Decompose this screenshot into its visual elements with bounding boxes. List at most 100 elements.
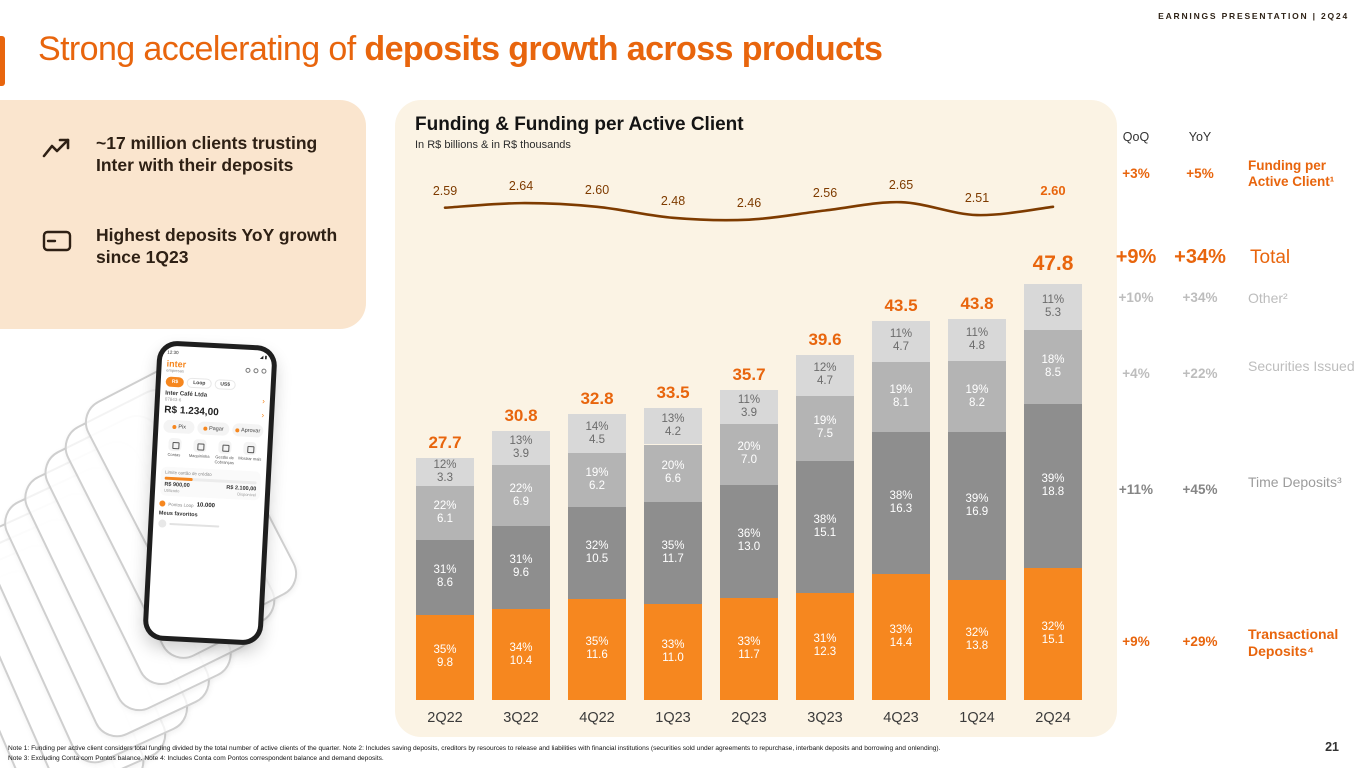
bar-segment-time-deposits: 35% 11.7 xyxy=(644,502,702,605)
credit-progress-fill xyxy=(164,476,193,482)
phone-mockup: 12:30 ◢ ▮ inter empresas R$ xyxy=(0,315,400,768)
signal-battery-icons: ◢ ▮ xyxy=(259,354,268,360)
chevron-right-icon: › xyxy=(261,396,266,406)
bar-segment-transactional-deposits: 33% 11.0 xyxy=(644,604,702,700)
eye-icon xyxy=(245,367,251,373)
bar-total-label: 47.8 xyxy=(1032,252,1074,276)
more-icon xyxy=(243,441,258,456)
metric-label: Other² xyxy=(1248,290,1288,306)
metric-label: Funding per Active Client¹ xyxy=(1248,158,1335,190)
bar-segment-time-deposits: 39% 18.8 xyxy=(1024,404,1082,569)
credit-available-label: Disponível xyxy=(237,491,257,498)
metric-label: Time Deposits³ xyxy=(1248,474,1342,490)
metric-label: Securities Issued xyxy=(1248,358,1355,374)
x-axis-label: 4Q22 xyxy=(579,710,615,726)
x-axis-label: 2Q22 xyxy=(427,710,463,726)
line-point-label: 2.59 xyxy=(432,183,458,198)
title-bold: deposits growth across products xyxy=(364,30,883,68)
metric-qoq-value: +9% xyxy=(1115,246,1157,268)
highlight-text: ~17 million clients trusting Inter with … xyxy=(96,133,318,176)
loyalty-points-row: Pontos Loop 10.000 xyxy=(159,500,259,512)
metric-row-mid: +11% +45% Time Deposits³ xyxy=(1106,474,1365,497)
inter-logo: inter empresas xyxy=(166,358,186,373)
bar-total-label: 32.8 xyxy=(580,388,614,408)
bar-total-label: 43.5 xyxy=(884,295,918,315)
x-axis-label: 3Q23 xyxy=(807,710,843,726)
bar-segment-transactional-deposits: 32% 15.1 xyxy=(1024,568,1082,700)
bar-segment-securities-issued: 19% 8.2 xyxy=(948,360,1006,433)
metric-row-light: +4% +22% Securities Issued xyxy=(1106,358,1365,381)
bar-total-label: 39.6 xyxy=(808,329,842,349)
shortcut-maquininha: Maquininha xyxy=(187,439,212,464)
chart-title: Funding & Funding per Active Client xyxy=(415,114,744,135)
bar-segment-time-deposits: 38% 15.1 xyxy=(796,461,854,593)
bar-segment-other: 13% 3.9 xyxy=(492,431,550,466)
currency-tab-rs: R$ xyxy=(165,376,185,388)
metric-yoy-value: +22% xyxy=(1182,366,1218,381)
bar-segment-other: 12% 3.3 xyxy=(416,457,474,487)
inter-logo-sub: empresas xyxy=(166,367,185,373)
x-axis-label: 3Q22 xyxy=(503,710,539,726)
line-point-label: 2.60 xyxy=(584,182,610,197)
search-icon xyxy=(253,367,259,373)
metric-row-orange: +9% +29% Transactional Deposits⁴ xyxy=(1106,626,1365,660)
bar-segment-transactional-deposits: 31% 12.3 xyxy=(796,592,854,700)
shortcut-grid: Contas Maquininha Gestão de Cobranças Mo… xyxy=(162,437,263,466)
phone-screen: 12:30 ◢ ▮ inter empresas R$ xyxy=(147,345,273,641)
bar-total-label: 43.8 xyxy=(960,293,994,313)
trend-up-icon xyxy=(42,138,70,158)
bar-segment-other: 11% 4.7 xyxy=(872,320,930,362)
metric-yoy-value: +5% xyxy=(1186,166,1214,181)
bar-segment-other: 11% 5.3 xyxy=(1024,284,1082,331)
shortcut-cobrancas: Gestão de Cobranças xyxy=(212,440,237,465)
bar-segment-securities-issued: 19% 6.2 xyxy=(568,453,626,508)
line-point-label: 2.56 xyxy=(812,186,838,201)
shortcut-mostrar-mais: Mostrar mais xyxy=(237,441,262,466)
page-number: 21 xyxy=(1325,740,1339,754)
shortcut-contas: Contas xyxy=(162,437,187,462)
bar-segment-securities-issued: 22% 6.1 xyxy=(416,486,474,540)
bar-segment-transactional-deposits: 35% 11.6 xyxy=(568,598,626,700)
metric-qoq-value: +9% xyxy=(1122,634,1150,649)
pix-button: Pix xyxy=(163,419,196,435)
bar-segment-securities-issued: 20% 6.6 xyxy=(644,444,702,503)
footnote-line-1: Note 1: Funding per active client consid… xyxy=(8,745,941,752)
bar-segment-securities-issued: 19% 7.5 xyxy=(796,395,854,462)
line-point-label: 2.65 xyxy=(888,178,914,193)
line-point-label: 2.46 xyxy=(736,195,762,210)
page-title: Strong accelerating of deposits growth a… xyxy=(38,30,883,69)
line-point-label: 2.60 xyxy=(1040,182,1066,198)
bar-segment-other: 12% 4.7 xyxy=(796,354,854,396)
loop-coin-icon xyxy=(159,500,166,507)
line-point-label: 2.48 xyxy=(660,193,686,208)
title-accent-bar xyxy=(0,36,5,86)
accounts-icon xyxy=(167,437,182,452)
billing-icon xyxy=(218,440,232,455)
highlights-panel: ~17 million clients trusting Inter with … xyxy=(0,100,366,329)
column-header-yoy: YoY xyxy=(1188,130,1212,144)
metric-yoy-value: +45% xyxy=(1182,482,1218,497)
bar-segment-time-deposits: 38% 16.3 xyxy=(872,432,930,575)
x-axis-label: 1Q23 xyxy=(655,710,691,726)
metric-row-light: +10% +34% Other² xyxy=(1106,290,1365,307)
bar-segment-transactional-deposits: 33% 11.7 xyxy=(720,597,778,700)
title-regular: Strong accelerating of xyxy=(38,30,365,68)
bar-segment-other: 11% 4.8 xyxy=(948,318,1006,361)
card-icon xyxy=(42,230,72,252)
phone-time: 12:30 xyxy=(167,349,179,356)
bar-segment-securities-issued: 22% 6.9 xyxy=(492,465,550,526)
column-header-qoq: QoQ xyxy=(1122,130,1150,144)
eyebrow: EARNINGS PRESENTATION | 2Q24 xyxy=(1158,11,1349,21)
bar-segment-transactional-deposits: 34% 10.4 xyxy=(492,609,550,700)
bar-segment-time-deposits: 31% 9.6 xyxy=(492,525,550,610)
line-point-label: 2.64 xyxy=(508,179,534,194)
bar-segment-securities-issued: 20% 7.0 xyxy=(720,423,778,485)
favorite-item-text-placeholder xyxy=(169,523,220,528)
bar-segment-time-deposits: 31% 8.6 xyxy=(416,539,474,615)
avatar xyxy=(158,519,167,528)
highlight-text: Highest deposits YoY growth since 1Q23 xyxy=(96,225,338,268)
credit-limit-card: Limite cartão de crédito R$ 900,00 Utili… xyxy=(159,466,262,501)
currency-tabs: R$ Loop US$ xyxy=(165,376,266,392)
metric-label: Transactional Deposits⁴ xyxy=(1248,626,1339,660)
